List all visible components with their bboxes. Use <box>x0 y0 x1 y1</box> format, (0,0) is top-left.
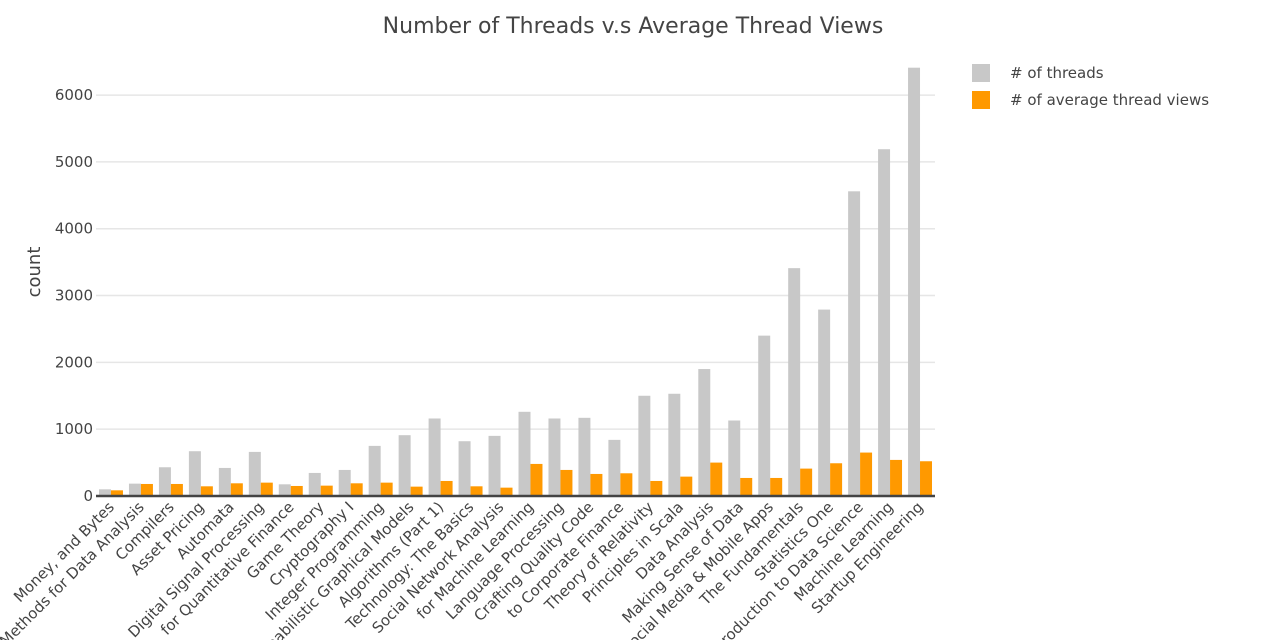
legend-label: # of threads <box>1010 64 1104 82</box>
bar-avg-views[interactable] <box>920 461 933 496</box>
bar-avg-views[interactable] <box>530 463 543 496</box>
bar-avg-views[interactable] <box>620 473 633 496</box>
y-tick-label: 0 <box>83 487 93 505</box>
bar-threads[interactable] <box>398 435 411 496</box>
bar-threads[interactable] <box>218 467 231 496</box>
bar-threads[interactable] <box>908 67 921 496</box>
bar-avg-views[interactable] <box>230 483 243 496</box>
bar-avg-views[interactable] <box>140 483 153 496</box>
bar-threads[interactable] <box>458 441 471 496</box>
bar-avg-views[interactable] <box>470 486 483 496</box>
bar-threads[interactable] <box>548 418 561 496</box>
bar-threads[interactable] <box>428 418 441 496</box>
legend-swatch <box>972 64 990 82</box>
bar-avg-views[interactable] <box>770 477 783 496</box>
bar-threads[interactable] <box>278 484 291 496</box>
y-tick-label: 1000 <box>55 420 93 438</box>
y-tick-label: 3000 <box>55 287 93 305</box>
legend-label: # of average thread views <box>1010 91 1209 109</box>
chart-title: Number of Threads v.s Average Thread Vie… <box>383 14 884 39</box>
bar-threads[interactable] <box>608 439 621 496</box>
bar-avg-views[interactable] <box>380 482 393 496</box>
bar-avg-views[interactable] <box>830 463 843 496</box>
y-tick-labels: 0 1000 2000 3000 4000 5000 6000 <box>55 86 93 505</box>
bar-avg-views[interactable] <box>800 468 813 496</box>
bar-threads[interactable] <box>638 395 651 496</box>
legend-item[interactable]: # of average thread views <box>972 91 1209 109</box>
bar-threads[interactable] <box>488 435 501 496</box>
bar-threads[interactable] <box>158 467 171 496</box>
legend-swatch <box>972 91 990 109</box>
y-tick-label: 4000 <box>55 220 93 238</box>
bar-threads[interactable] <box>308 472 321 496</box>
bar-avg-views[interactable] <box>560 469 573 496</box>
gridlines <box>96 94 935 430</box>
x-tick-label: Methods for Data Analysis <box>0 498 148 640</box>
bar-threads[interactable] <box>788 268 801 496</box>
bar-avg-views[interactable] <box>200 486 213 496</box>
bar-avg-views[interactable] <box>860 452 873 496</box>
bar-avg-views[interactable] <box>320 485 333 496</box>
bar-threads[interactable] <box>668 393 681 496</box>
bar-avg-views[interactable] <box>680 476 693 496</box>
bar-avg-views[interactable] <box>710 462 723 496</box>
bar-avg-views[interactable] <box>650 480 663 496</box>
bar-avg-views[interactable] <box>170 483 183 496</box>
bar-avg-views[interactable] <box>350 483 363 496</box>
bar-avg-views[interactable] <box>260 482 273 496</box>
bar-threads[interactable] <box>758 335 771 496</box>
y-tick-label: 2000 <box>55 353 93 371</box>
bar-threads[interactable] <box>578 417 591 496</box>
bar-avg-views[interactable] <box>590 473 603 496</box>
bars <box>96 67 935 498</box>
bar-threads[interactable] <box>98 489 111 496</box>
bar-avg-views[interactable] <box>440 480 453 496</box>
bar-avg-views[interactable] <box>500 487 513 496</box>
bar-threads[interactable] <box>518 411 531 496</box>
bar-threads[interactable] <box>338 469 351 496</box>
y-tick-label: 6000 <box>55 86 93 104</box>
bar-threads[interactable] <box>728 420 741 496</box>
bar-avg-views[interactable] <box>410 486 423 496</box>
bar-threads[interactable] <box>698 369 711 496</box>
legend-item[interactable]: # of threads <box>972 64 1104 82</box>
bar-threads[interactable] <box>848 191 861 497</box>
bar-avg-views[interactable] <box>290 485 303 496</box>
bar-threads[interactable] <box>818 309 831 496</box>
y-tick-label: 5000 <box>55 153 93 171</box>
legend[interactable]: # of threads # of average thread views <box>972 64 1209 109</box>
bar-threads[interactable] <box>368 445 381 496</box>
bar-avg-views[interactable] <box>740 477 753 496</box>
bar-threads[interactable] <box>188 451 201 496</box>
y-axis-label: count <box>24 247 45 298</box>
bar-threads[interactable] <box>878 149 891 497</box>
bar-threads[interactable] <box>128 483 141 496</box>
bar-avg-views[interactable] <box>110 490 123 496</box>
bar-avg-views[interactable] <box>890 459 903 496</box>
bar-threads[interactable] <box>248 451 261 496</box>
